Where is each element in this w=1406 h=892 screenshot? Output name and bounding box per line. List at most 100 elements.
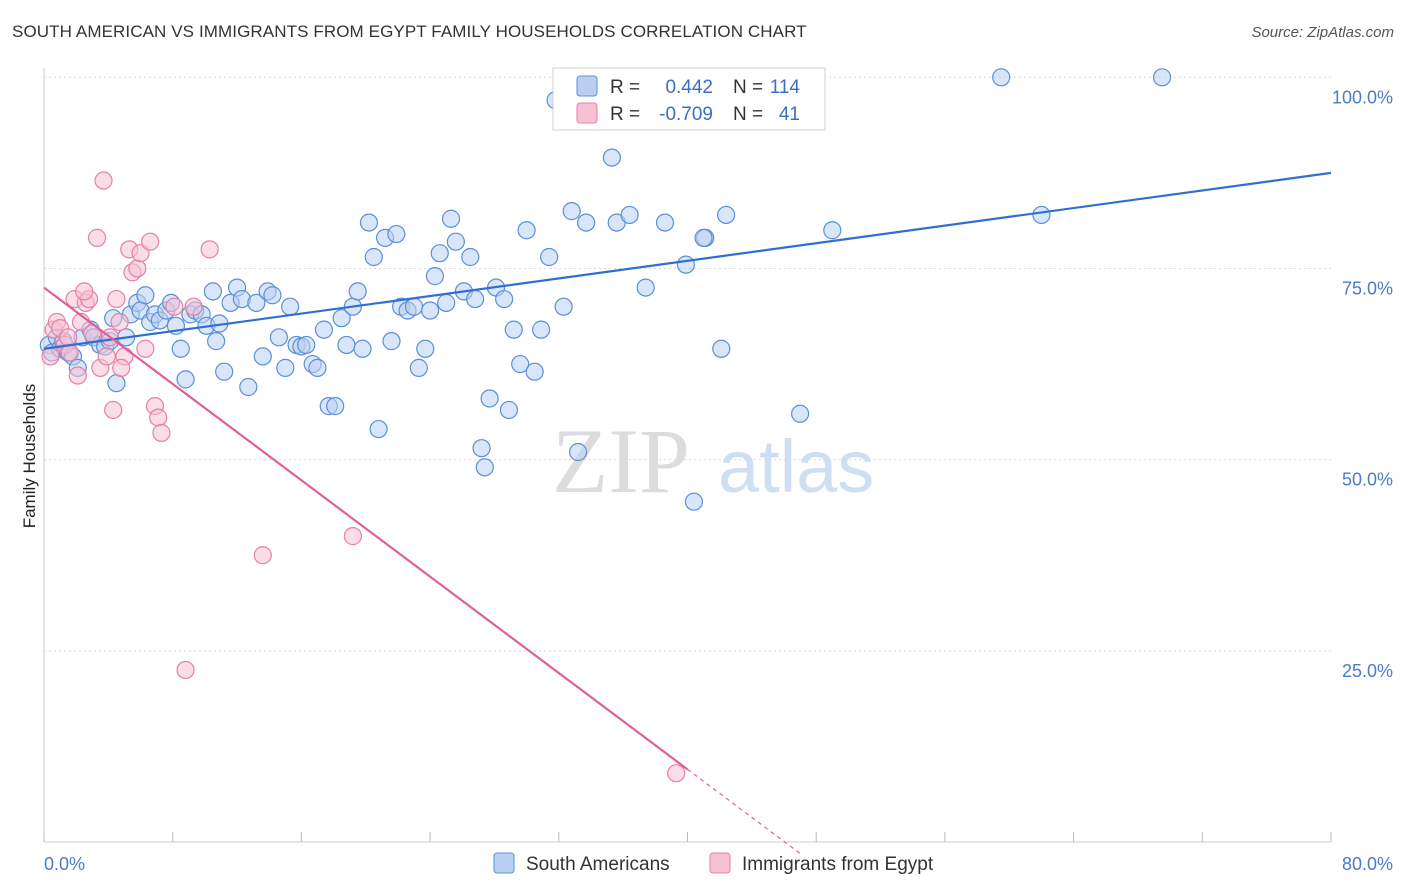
point-south-americans <box>499 400 519 420</box>
y-tick-label: 100.0% <box>1332 87 1393 107</box>
trend-line-immigrants-from-egypt-extension <box>687 768 801 854</box>
point-south-americans <box>602 148 621 167</box>
y-axis-label: Family Households <box>20 384 39 529</box>
x-tick-label-max: 80.0% <box>1342 854 1393 874</box>
point-south-americans <box>472 439 491 458</box>
legend-swatch-blue <box>576 75 598 97</box>
point-immigrants-from-egypt <box>667 764 686 783</box>
point-south-americans <box>359 213 379 232</box>
point-south-americans <box>791 404 810 423</box>
point-south-americans <box>369 419 388 439</box>
legend-n-label-1: N = <box>733 77 763 98</box>
point-immigrants-from-egypt <box>75 282 94 301</box>
point-south-americans <box>540 247 559 267</box>
y-tick-label: 50.0% <box>1342 470 1393 490</box>
point-south-americans <box>676 255 695 274</box>
point-immigrants-from-egypt <box>253 546 272 565</box>
point-south-americans <box>107 374 126 393</box>
point-south-americans <box>504 320 523 339</box>
point-immigrants-from-egypt <box>68 366 87 385</box>
point-south-americans <box>517 221 536 240</box>
point-south-americans <box>636 278 655 297</box>
point-south-americans <box>404 297 424 316</box>
legend-n-value-2: 41 <box>779 104 800 125</box>
point-south-americans <box>281 297 300 316</box>
trend-lines <box>43 171 1332 854</box>
point-south-americans <box>239 377 258 397</box>
point-south-americans <box>136 286 155 305</box>
point-south-americans <box>823 221 842 240</box>
point-south-americans <box>441 209 461 228</box>
y-tick-label: 25.0% <box>1342 661 1393 681</box>
trend-line-immigrants-from-egypt <box>43 286 689 771</box>
point-south-americans <box>276 358 295 377</box>
point-south-americans <box>694 228 713 247</box>
point-south-americans <box>717 205 736 225</box>
legend-r-label-2: R = <box>610 104 640 125</box>
point-south-americans <box>577 213 596 232</box>
point-south-americans <box>382 332 401 351</box>
trend-line-south-americans <box>43 171 1332 350</box>
point-south-americans <box>712 339 731 358</box>
source-label: Source: ZipAtlas.com <box>1251 24 1394 41</box>
point-south-americans <box>263 286 282 305</box>
point-immigrants-from-egypt <box>165 297 184 316</box>
point-immigrants-from-egypt <box>136 339 155 358</box>
point-south-americans <box>562 202 581 221</box>
legend-r-label-1: R = <box>610 77 640 98</box>
point-south-americans <box>554 297 573 316</box>
bottom-legend-label-blue: South Americans <box>526 854 670 875</box>
point-immigrants-from-egypt <box>97 347 116 366</box>
point-south-americans <box>326 397 345 416</box>
gridlines <box>44 76 1331 652</box>
point-immigrants-from-egypt <box>112 358 131 377</box>
point-south-americans <box>337 335 356 355</box>
point-south-americans <box>525 362 544 381</box>
point-south-americans <box>247 293 266 312</box>
point-south-americans <box>1032 205 1051 225</box>
legend-box: R = 0.442 N = 114 R = -0.709 N = 41 <box>552 67 826 131</box>
point-immigrants-from-egypt <box>152 423 171 442</box>
point-immigrants-from-egypt <box>87 228 107 247</box>
point-south-americans <box>348 282 367 301</box>
point-south-americans <box>511 354 530 374</box>
point-immigrants-from-egypt <box>110 312 129 332</box>
point-south-americans <box>1152 68 1172 87</box>
point-south-americans <box>684 492 704 511</box>
point-south-americans <box>308 358 327 377</box>
bottom-legend-label-pink: Immigrants from Egypt <box>742 854 934 875</box>
point-south-americans <box>655 213 675 232</box>
legend-n-label-2: N = <box>733 104 763 125</box>
bottom-legend: South Americans Immigrants from Egypt <box>493 852 934 875</box>
point-south-americans <box>269 328 288 347</box>
point-immigrants-from-egypt <box>141 232 160 251</box>
point-immigrants-from-egypt <box>59 328 78 347</box>
chart-title: SOUTH AMERICAN VS IMMIGRANTS FROM EGYPT … <box>12 22 807 41</box>
x-tick-label-min: 0.0% <box>44 854 85 874</box>
point-south-americans <box>203 282 223 301</box>
point-south-americans <box>215 362 234 381</box>
legend-swatch-pink <box>576 102 598 124</box>
watermark-zip: ZIP <box>552 410 690 512</box>
point-south-americans <box>532 320 551 339</box>
point-south-americans <box>207 332 226 351</box>
point-immigrants-from-egypt <box>176 660 195 680</box>
point-south-americans <box>495 289 514 309</box>
bottom-legend-swatch-pink <box>709 852 731 874</box>
point-immigrants-from-egypt <box>94 171 113 190</box>
point-south-americans <box>437 293 456 312</box>
point-south-americans <box>620 205 639 225</box>
point-south-americans <box>480 389 499 408</box>
point-south-americans <box>475 458 494 477</box>
point-south-americans <box>461 247 480 267</box>
axes: 25.0% 50.0% 75.0% 100.0% 0.0% 80.0% <box>43 68 1393 874</box>
point-south-americans <box>171 339 190 358</box>
point-south-americans <box>387 224 406 244</box>
watermark-atlas: atlas <box>718 425 874 508</box>
point-south-americans <box>176 370 195 389</box>
point-immigrants-from-egypt <box>200 240 219 259</box>
point-immigrants-from-egypt <box>41 347 60 366</box>
point-south-americans <box>409 358 428 377</box>
point-south-americans <box>332 309 351 328</box>
